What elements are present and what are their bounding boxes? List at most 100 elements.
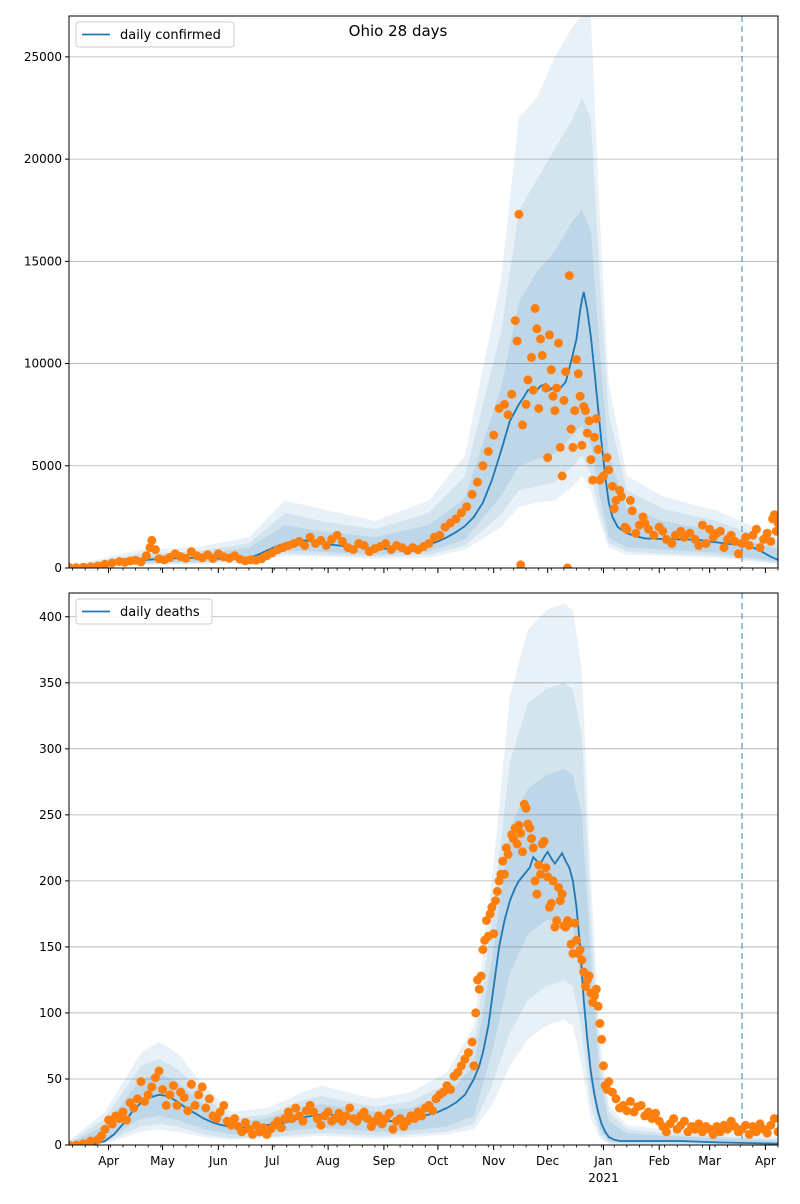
confirmed-data-point <box>573 369 583 379</box>
deaths-data-point <box>514 820 524 830</box>
deaths-axes-frame <box>68 592 779 1146</box>
confirmed-data-point <box>607 481 617 491</box>
deaths-band-outer <box>69 603 778 1145</box>
deaths-data-point <box>598 1061 608 1071</box>
confirmed-data-point <box>136 557 146 567</box>
confirmed-data-point <box>512 336 522 346</box>
confirmed-ytick-label: 15000 <box>24 254 62 268</box>
confirmed-data-point <box>643 524 653 534</box>
confirmed-data-point <box>516 560 526 568</box>
deaths-data-point <box>212 1114 222 1124</box>
confirmed-data-point <box>559 395 569 405</box>
confirmed-data-point <box>577 440 587 450</box>
confirmed-data-point <box>649 530 659 540</box>
deaths-data-point <box>534 860 544 870</box>
deaths-data-point <box>388 1124 398 1134</box>
confirmed-data-point <box>305 532 315 542</box>
deaths-data-point <box>773 1127 778 1137</box>
confirmed-data-point <box>532 324 542 334</box>
confirmed-data-point <box>332 530 342 540</box>
confirmed-data-point <box>338 536 347 546</box>
deaths-data-point <box>715 1127 725 1137</box>
confirmed-data-point <box>658 526 668 536</box>
confirmed-data-point <box>467 489 477 499</box>
deaths-data-point <box>595 1019 605 1028</box>
confirmed-plot-area <box>69 16 778 568</box>
deaths-data-point <box>374 1111 383 1121</box>
confirmed-data-point <box>625 496 635 505</box>
deaths-data-point <box>179 1093 189 1102</box>
deaths-data-point <box>498 856 508 866</box>
confirmed-data-point <box>521 399 531 409</box>
deaths-data-point <box>276 1123 286 1133</box>
confirmed-data-point <box>705 524 715 534</box>
confirmed-panel: 0 5000 10000 15000 20000 25000 daily confirmed <box>24 15 779 575</box>
deaths-data-point <box>309 1107 319 1117</box>
confirmed-data-point <box>584 416 594 426</box>
confirmed-data-point <box>359 541 369 550</box>
deaths-data-point <box>591 984 601 994</box>
deaths-data-point <box>521 803 531 813</box>
deaths-data-point <box>744 1129 754 1139</box>
confirmed-data-point <box>554 338 563 348</box>
confirmed-data-point <box>572 355 581 364</box>
deaths-data-point <box>584 971 594 981</box>
xtick-label-month: Mar <box>698 1154 721 1168</box>
deaths-data-point <box>186 1079 196 1089</box>
deaths-data-point <box>341 1111 351 1121</box>
deaths-data-point <box>140 1096 150 1106</box>
deaths-ytick-label: 200 <box>39 874 62 888</box>
confirmed-data-point <box>771 526 778 536</box>
deaths-data-point <box>147 1082 157 1092</box>
confirmed-data-point <box>510 316 520 326</box>
deaths-data-point <box>552 916 562 925</box>
deaths-data-point <box>471 1008 481 1018</box>
confirmed-data-point <box>566 424 576 434</box>
confirmed-data-point <box>348 545 358 555</box>
confirmed-data-point <box>86 562 96 568</box>
deaths-data-point <box>487 902 497 912</box>
confirmed-data-point <box>604 465 614 475</box>
deaths-data-point <box>78 1139 88 1145</box>
xtick-label-month: Jan <box>593 1154 613 1168</box>
deaths-data-point <box>305 1100 315 1110</box>
deaths-data-point <box>554 883 563 892</box>
deaths-data-point <box>129 1103 139 1113</box>
confirmed-data-point <box>107 558 117 568</box>
confirmed-data-point <box>507 389 517 399</box>
confirmed-data-point <box>561 367 571 377</box>
confirmed-data-point <box>694 541 704 550</box>
confirmed-data-point <box>701 539 711 548</box>
deaths-data-point <box>280 1114 290 1124</box>
confirmed-data-point <box>550 406 560 416</box>
confirmed-data-point <box>78 562 88 568</box>
confirmed-legend: daily confirmed <box>75 21 235 48</box>
deaths-data-point <box>622 1106 632 1116</box>
xtick-label-month: Sep <box>373 1154 396 1168</box>
deaths-data-point <box>539 836 549 846</box>
deaths-data-point <box>536 869 545 879</box>
confirmed-ytick-label: 5000 <box>31 459 62 473</box>
deaths-data-point <box>410 1114 419 1124</box>
deaths-data-point <box>604 1077 614 1087</box>
deaths-data-point <box>226 1120 236 1130</box>
deaths-data-point <box>237 1127 247 1137</box>
confirmed-data-point <box>435 530 445 540</box>
confirmed-data-point <box>697 520 707 530</box>
deaths-data-point <box>532 889 542 899</box>
confirmed-ytick-label: 20000 <box>24 152 62 166</box>
xtick-label-month: Oct <box>428 1154 449 1168</box>
deaths-data-point <box>136 1077 146 1087</box>
deaths-data-point <box>491 896 500 906</box>
deaths-data-point <box>100 1124 110 1134</box>
confirmed-data-point <box>321 541 331 550</box>
confirmed-data-point <box>590 432 599 442</box>
deaths-data-point <box>456 1061 466 1071</box>
confirmed-data-point <box>602 453 612 463</box>
confirmed-data-point <box>762 528 772 538</box>
deaths-ytick-label: 50 <box>47 1072 62 1086</box>
deaths-data-point <box>446 1085 455 1094</box>
confirmed-data-point <box>503 410 513 420</box>
confirmed-data-point <box>568 442 578 452</box>
confirmed-ytick-label: 0 <box>54 561 62 575</box>
